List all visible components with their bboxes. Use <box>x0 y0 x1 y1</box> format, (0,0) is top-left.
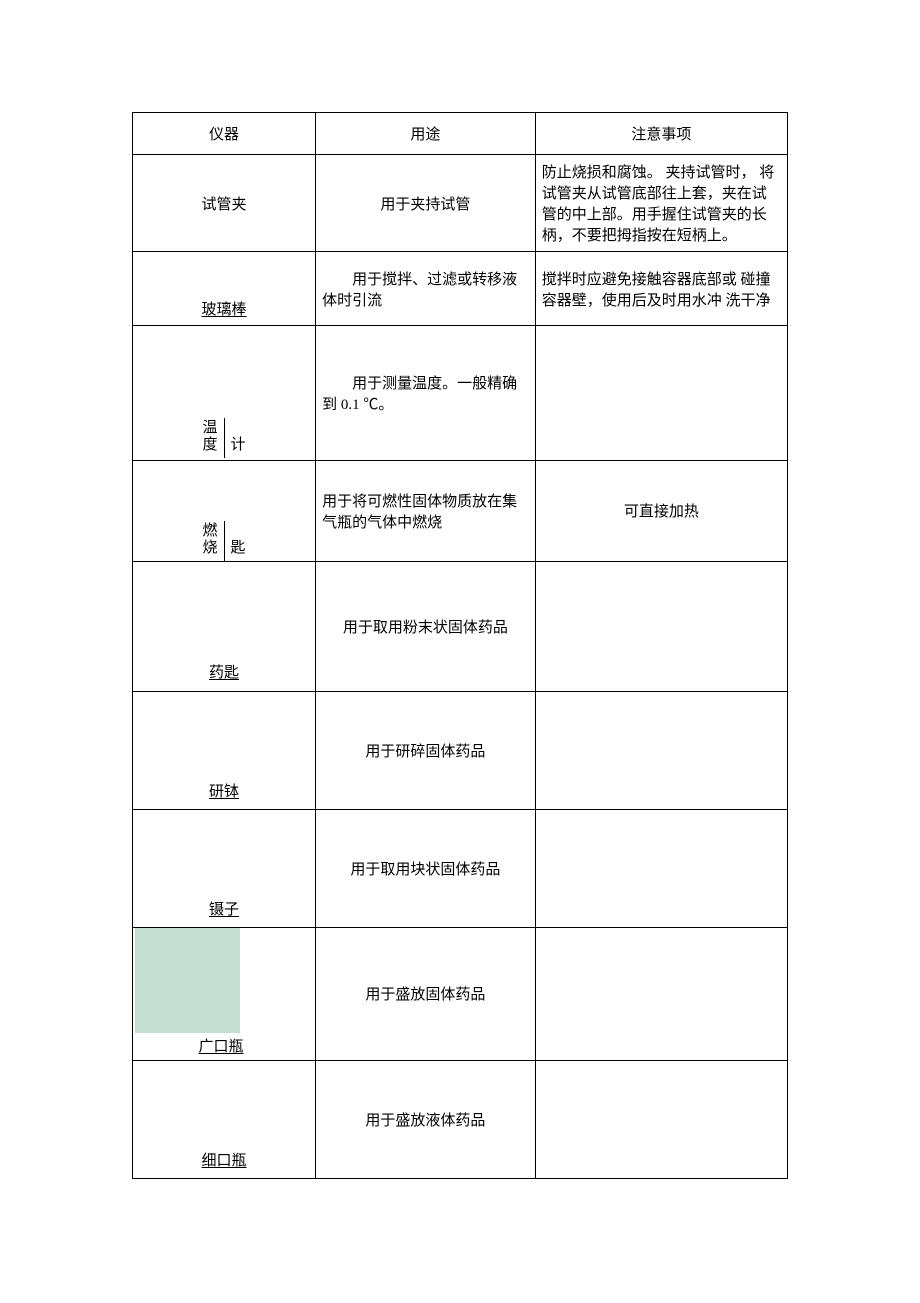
use-cell: 用于夹持试管 <box>316 155 536 252</box>
header-note: 注意事项 <box>535 113 787 155</box>
use-cell: 用于将可燃性固体物质放在集气瓶的气体中燃烧 <box>316 461 536 562</box>
table-row: 细口瓶 用于盛放液体药品 <box>133 1060 788 1178</box>
note-cell <box>535 691 787 809</box>
instrument-image-placeholder <box>139 571 309 661</box>
instrument-image-placeholder <box>135 928 240 1033</box>
note-cell <box>535 927 787 1060</box>
use-cell: 用于取用粉末状固体药品 <box>316 561 536 691</box>
instrument-name-left: 温度 <box>203 420 218 453</box>
use-cell: 用于盛放固体药品 <box>316 927 536 1060</box>
table-row: 玻璃棒 用于搅拌、过滤或转移液体时引流 搅拌时应避免接触容器底部或 碰撞容器壁，… <box>133 252 788 326</box>
instrument-name-cell: 研钵 <box>133 691 316 809</box>
document-page: 仪器 用途 注意事项 试管夹 用于夹持试管 防止烧损和腐蚀。 夹持试管时， 将试… <box>0 0 920 1303</box>
table-row: 广口瓶 用于盛放固体药品 <box>133 927 788 1060</box>
instrument-name: 广口瓶 <box>199 1039 244 1055</box>
instrument-image-placeholder <box>139 1069 309 1149</box>
use-cell: 用于搅拌、过滤或转移液体时引流 <box>316 252 536 326</box>
instrument-image-placeholder <box>139 700 309 780</box>
table-header-row: 仪器 用途 注意事项 <box>133 113 788 155</box>
instrument-image-placeholder <box>139 258 309 298</box>
table-row: 研钵 用于研碎固体药品 <box>133 691 788 809</box>
use-cell: 用于盛放液体药品 <box>316 1060 536 1178</box>
instrument-name-cell: 镊子 <box>133 809 316 927</box>
instrument-name-cell: 燃烧 匙 <box>133 461 316 562</box>
instrument-name: 细口瓶 <box>202 1153 247 1169</box>
table-row: 药匙 用于取用粉末状固体药品 <box>133 561 788 691</box>
instrument-name-cell: 试管夹 <box>133 155 316 252</box>
instrument-table: 仪器 用途 注意事项 试管夹 用于夹持试管 防止烧损和腐蚀。 夹持试管时， 将试… <box>132 112 788 1179</box>
instrument-name-cell: 玻璃棒 <box>133 252 316 326</box>
split-label-table: 燃烧 匙 <box>133 461 315 561</box>
note-cell <box>535 561 787 691</box>
split-label-table: 温度 计 <box>133 328 315 458</box>
instrument-name: 药匙 <box>209 665 239 681</box>
instrument-name-cell: 药匙 <box>133 561 316 691</box>
instrument-name-right: 匙 <box>231 540 246 556</box>
instrument-name: 试管夹 <box>202 197 247 213</box>
use-cell: 用于研碎固体药品 <box>316 691 536 809</box>
table-row: 镊子 用于取用块状固体药品 <box>133 809 788 927</box>
note-cell: 可直接加热 <box>535 461 787 562</box>
instrument-name-left: 燃烧 <box>203 523 218 556</box>
header-use: 用途 <box>316 113 536 155</box>
instrument-name-cell: 广口瓶 <box>133 927 316 1060</box>
note-cell: 防止烧损和腐蚀。 夹持试管时， 将试管夹从试管底部往上套，夹在试管的中上部。用手… <box>535 155 787 252</box>
note-cell: 搅拌时应避免接触容器底部或 碰撞容器壁，使用后及时用水冲 洗干净 <box>535 252 787 326</box>
instrument-name: 玻璃棒 <box>202 302 247 318</box>
table-row: 试管夹 用于夹持试管 防止烧损和腐蚀。 夹持试管时， 将试管夹从试管底部往上套，… <box>133 155 788 252</box>
instrument-name-right: 计 <box>231 437 246 453</box>
note-cell <box>535 1060 787 1178</box>
note-cell <box>535 326 787 461</box>
use-cell: 用于取用块状固体药品 <box>316 809 536 927</box>
instrument-image-placeholder <box>139 818 309 898</box>
instrument-name-cell: 温度 计 <box>133 326 316 461</box>
note-cell <box>535 809 787 927</box>
instrument-name: 镊子 <box>209 902 239 918</box>
use-cell: 用于测量温度。一般精确到 0.1 ℃。 <box>316 326 536 461</box>
instrument-name: 研钵 <box>209 784 239 800</box>
instrument-image-placeholder <box>133 328 315 418</box>
table-row: 燃烧 匙 用于将可燃性固体物质放在集气瓶的气体中燃烧 可直接加热 <box>133 461 788 562</box>
instrument-name-cell: 细口瓶 <box>133 1060 316 1178</box>
table-row: 温度 计 用于测量温度。一般精确到 0.1 ℃。 <box>133 326 788 461</box>
instrument-image-placeholder <box>133 461 315 521</box>
header-instrument: 仪器 <box>133 113 316 155</box>
